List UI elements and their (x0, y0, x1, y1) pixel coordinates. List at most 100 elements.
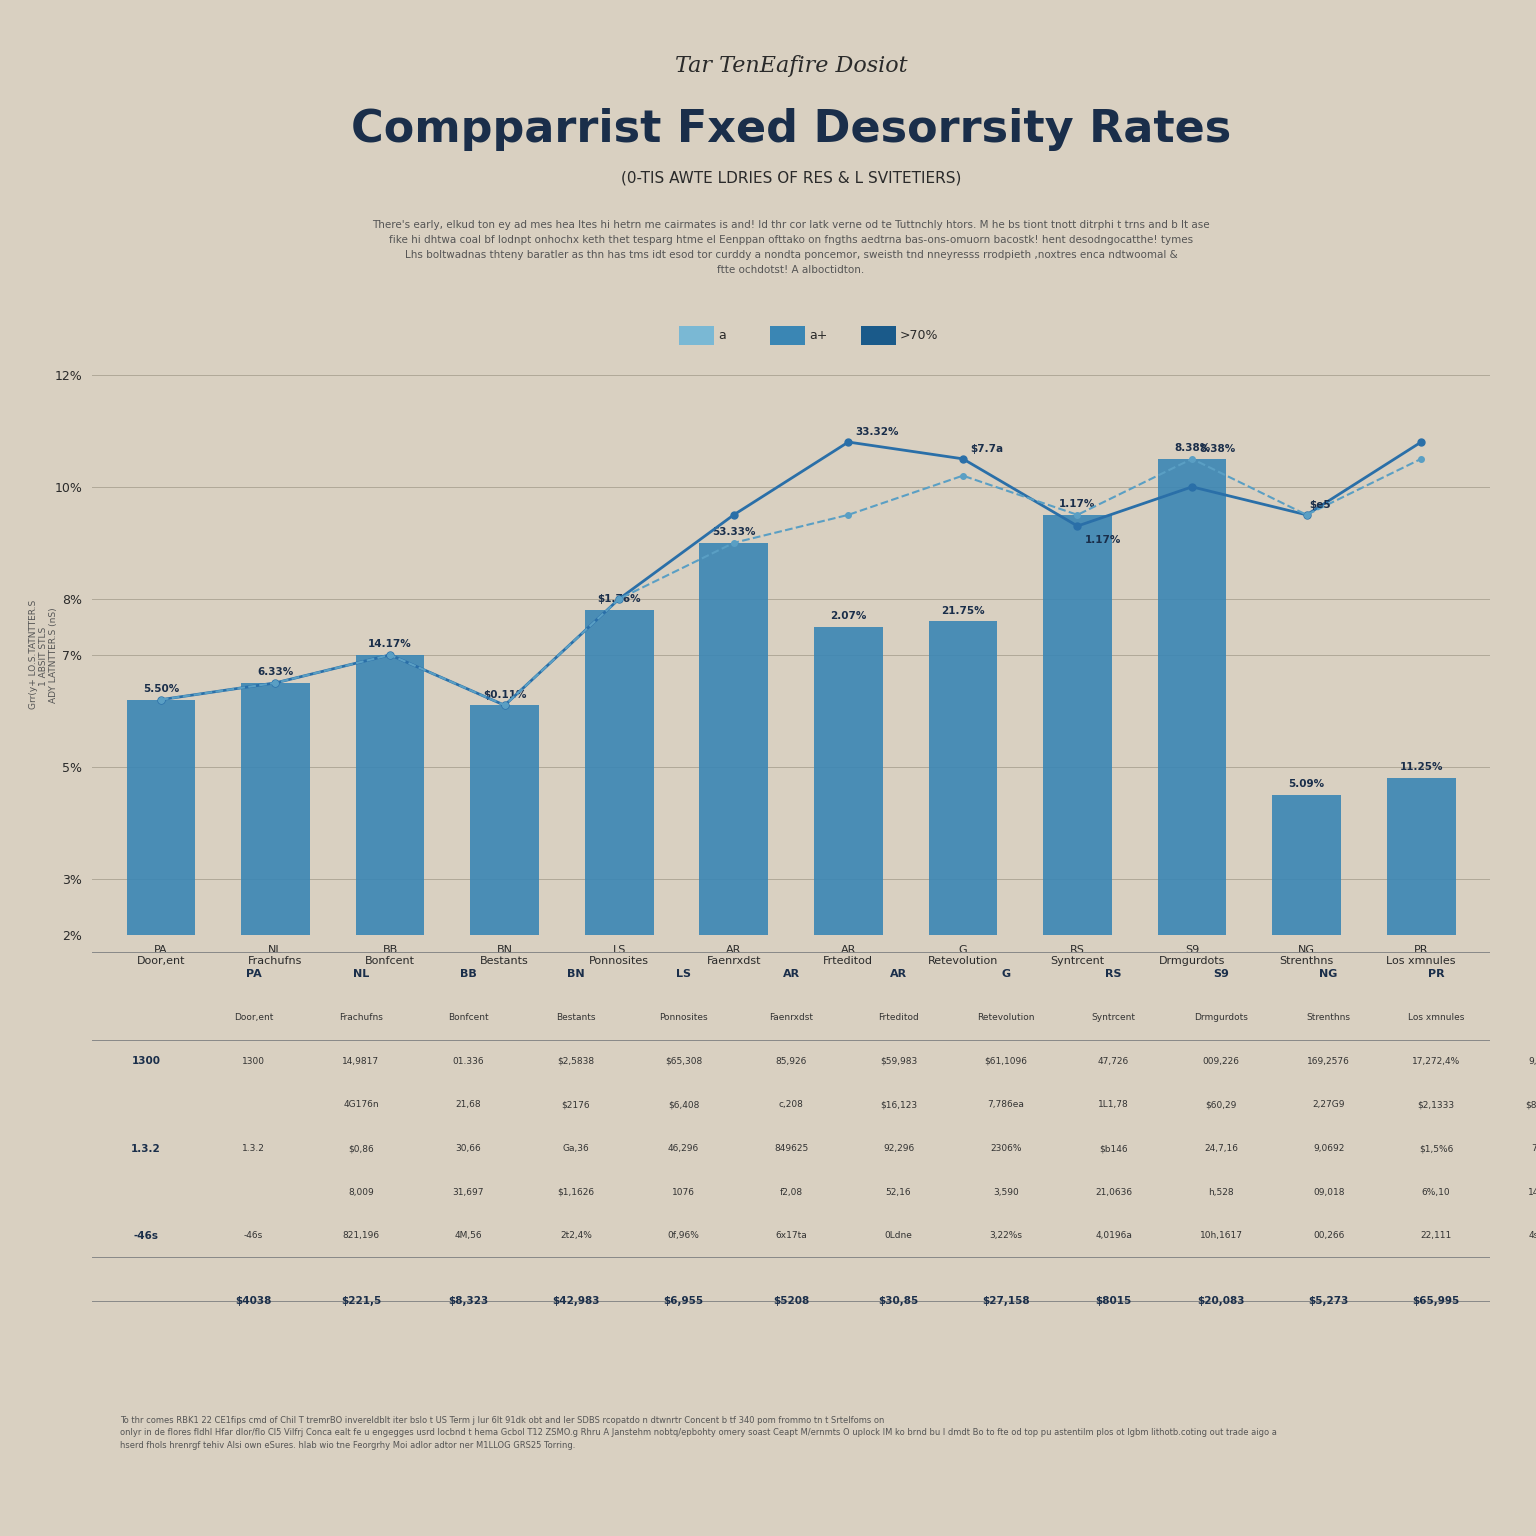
Bar (1387, 779, 1456, 1048)
Text: 6.33%: 6.33% (258, 667, 293, 677)
Text: 1300: 1300 (243, 1057, 264, 1066)
Text: 3,590: 3,590 (994, 1187, 1018, 1197)
Text: 1300: 1300 (132, 1057, 160, 1066)
Text: (0-TIS AWTE LDRIES OF RES & L SVITETIERS): (0-TIS AWTE LDRIES OF RES & L SVITETIERS… (621, 170, 962, 186)
Text: 46,296: 46,296 (668, 1144, 699, 1154)
Text: 1.3.2: 1.3.2 (131, 1143, 161, 1154)
Text: 5.09%: 5.09% (1289, 779, 1324, 790)
Text: $2,5838: $2,5838 (558, 1057, 594, 1066)
Text: 10h,1617: 10h,1617 (1200, 1232, 1243, 1240)
Text: G: G (1001, 969, 1011, 980)
Text: $4038: $4038 (235, 1296, 272, 1306)
Text: 9,0692: 9,0692 (1313, 1144, 1344, 1154)
Text: f2,08: f2,08 (779, 1187, 803, 1197)
Text: 21,68: 21,68 (456, 1100, 481, 1109)
Text: 11.25%: 11.25% (1399, 762, 1442, 773)
Text: 14.17%: 14.17% (369, 639, 412, 650)
Text: Retevolution: Retevolution (977, 1014, 1035, 1023)
Text: S9: S9 (1213, 969, 1229, 980)
Text: -46s: -46s (134, 1230, 158, 1241)
Text: $6,955: $6,955 (664, 1296, 703, 1306)
Bar (356, 654, 424, 1048)
Bar (814, 627, 883, 1048)
Text: $1.76%: $1.76% (598, 594, 641, 605)
Text: $5208: $5208 (773, 1296, 809, 1306)
Text: Faenrxdst: Faenrxdst (770, 1014, 813, 1023)
Text: 821,196: 821,196 (343, 1232, 379, 1240)
Text: PR: PR (1428, 969, 1444, 980)
Text: 2,27G9: 2,27G9 (1312, 1100, 1346, 1109)
Text: 8.38%: 8.38% (1200, 444, 1235, 455)
Bar (929, 621, 997, 1048)
FancyBboxPatch shape (860, 326, 895, 344)
Text: 849625: 849625 (774, 1144, 808, 1154)
Text: To thr comes RBK1 22 CE1fips cmd of Chil T tremrBO invereldblt iter bslo t US Te: To thr comes RBK1 22 CE1fips cmd of Chil… (120, 1416, 1276, 1450)
Text: 5.50%: 5.50% (143, 684, 180, 694)
FancyBboxPatch shape (770, 326, 805, 344)
Text: Bonfcent: Bonfcent (449, 1014, 488, 1023)
Text: Drmgurdots: Drmgurdots (1193, 1014, 1249, 1023)
Text: 4,0196a: 4,0196a (1095, 1232, 1132, 1240)
Text: Bestants: Bestants (556, 1014, 596, 1023)
Text: PA: PA (246, 969, 261, 980)
Bar (470, 705, 539, 1048)
Text: $65,995: $65,995 (1413, 1296, 1459, 1306)
Text: 01.336: 01.336 (453, 1057, 484, 1066)
Text: 09,018: 09,018 (1313, 1187, 1344, 1197)
Text: $59,983: $59,983 (880, 1057, 917, 1066)
Text: NG: NG (1319, 969, 1338, 980)
Text: a+: a+ (809, 329, 828, 343)
Text: 6%,10: 6%,10 (1422, 1187, 1450, 1197)
Text: BB: BB (461, 969, 476, 980)
Text: There's early, elkud ton ey ad mes hea ltes hi hetrn me cairmates is and! ld thr: There's early, elkud ton ey ad mes hea l… (372, 220, 1210, 275)
Text: >70%: >70% (900, 329, 938, 343)
Text: $0,86: $0,86 (349, 1144, 373, 1154)
Text: c,208: c,208 (779, 1100, 803, 1109)
Text: 1L1,78: 1L1,78 (1098, 1100, 1129, 1109)
Text: 0Ldne: 0Ldne (885, 1232, 912, 1240)
Text: 85,926: 85,926 (776, 1057, 806, 1066)
Text: $e5: $e5 (1309, 499, 1332, 510)
Text: 8,009: 8,009 (349, 1187, 373, 1197)
Text: 17,272,4%: 17,272,4% (1412, 1057, 1461, 1066)
Text: -46s: -46s (244, 1232, 263, 1240)
Text: 3,22%s: 3,22%s (989, 1232, 1023, 1240)
Bar (1158, 459, 1226, 1048)
Text: 6x17ta: 6x17ta (776, 1232, 806, 1240)
Text: $2,1333: $2,1333 (1418, 1100, 1455, 1109)
Text: $27,158: $27,158 (982, 1296, 1031, 1306)
Text: $1,1626: $1,1626 (558, 1187, 594, 1197)
Text: 30,66: 30,66 (456, 1144, 481, 1154)
Text: AR: AR (889, 969, 908, 980)
Text: Ga,36: Ga,36 (562, 1144, 590, 1154)
Text: 009,226: 009,226 (1203, 1057, 1240, 1066)
Text: 169,2576: 169,2576 (1307, 1057, 1350, 1066)
Text: 14,9817: 14,9817 (343, 1057, 379, 1066)
Text: NL: NL (353, 969, 369, 980)
Text: $0.11%: $0.11% (482, 690, 527, 700)
Text: 2306%: 2306% (991, 1144, 1021, 1154)
Text: 31,697: 31,697 (453, 1187, 484, 1197)
Text: $7.7a: $7.7a (969, 444, 1003, 455)
Text: Frteditod: Frteditod (879, 1014, 919, 1023)
Text: 22,111: 22,111 (1421, 1232, 1452, 1240)
Bar (699, 542, 768, 1048)
Text: $61,1096: $61,1096 (985, 1057, 1028, 1066)
Text: 7,412: 7,412 (1531, 1144, 1536, 1154)
Text: $1,5%6: $1,5%6 (1419, 1144, 1453, 1154)
Text: h,528: h,528 (1209, 1187, 1233, 1197)
Text: RS: RS (1106, 969, 1121, 980)
Text: BN: BN (567, 969, 585, 980)
Text: Los xmnules: Los xmnules (1409, 1014, 1464, 1023)
Text: 4s,066: 4s,066 (1528, 1232, 1536, 1240)
Text: $16,123: $16,123 (880, 1100, 917, 1109)
Text: Compparrist Fxed Desorrsity Rates: Compparrist Fxed Desorrsity Rates (350, 109, 1232, 152)
Text: 4M,56: 4M,56 (455, 1232, 482, 1240)
Text: 2.07%: 2.07% (829, 611, 866, 621)
Text: 00,266: 00,266 (1313, 1232, 1344, 1240)
Text: 7,786ea: 7,786ea (988, 1100, 1025, 1109)
Text: AR: AR (782, 969, 800, 980)
Text: 21,0636: 21,0636 (1095, 1187, 1132, 1197)
Bar (1043, 515, 1112, 1048)
Text: $2176: $2176 (562, 1100, 590, 1109)
